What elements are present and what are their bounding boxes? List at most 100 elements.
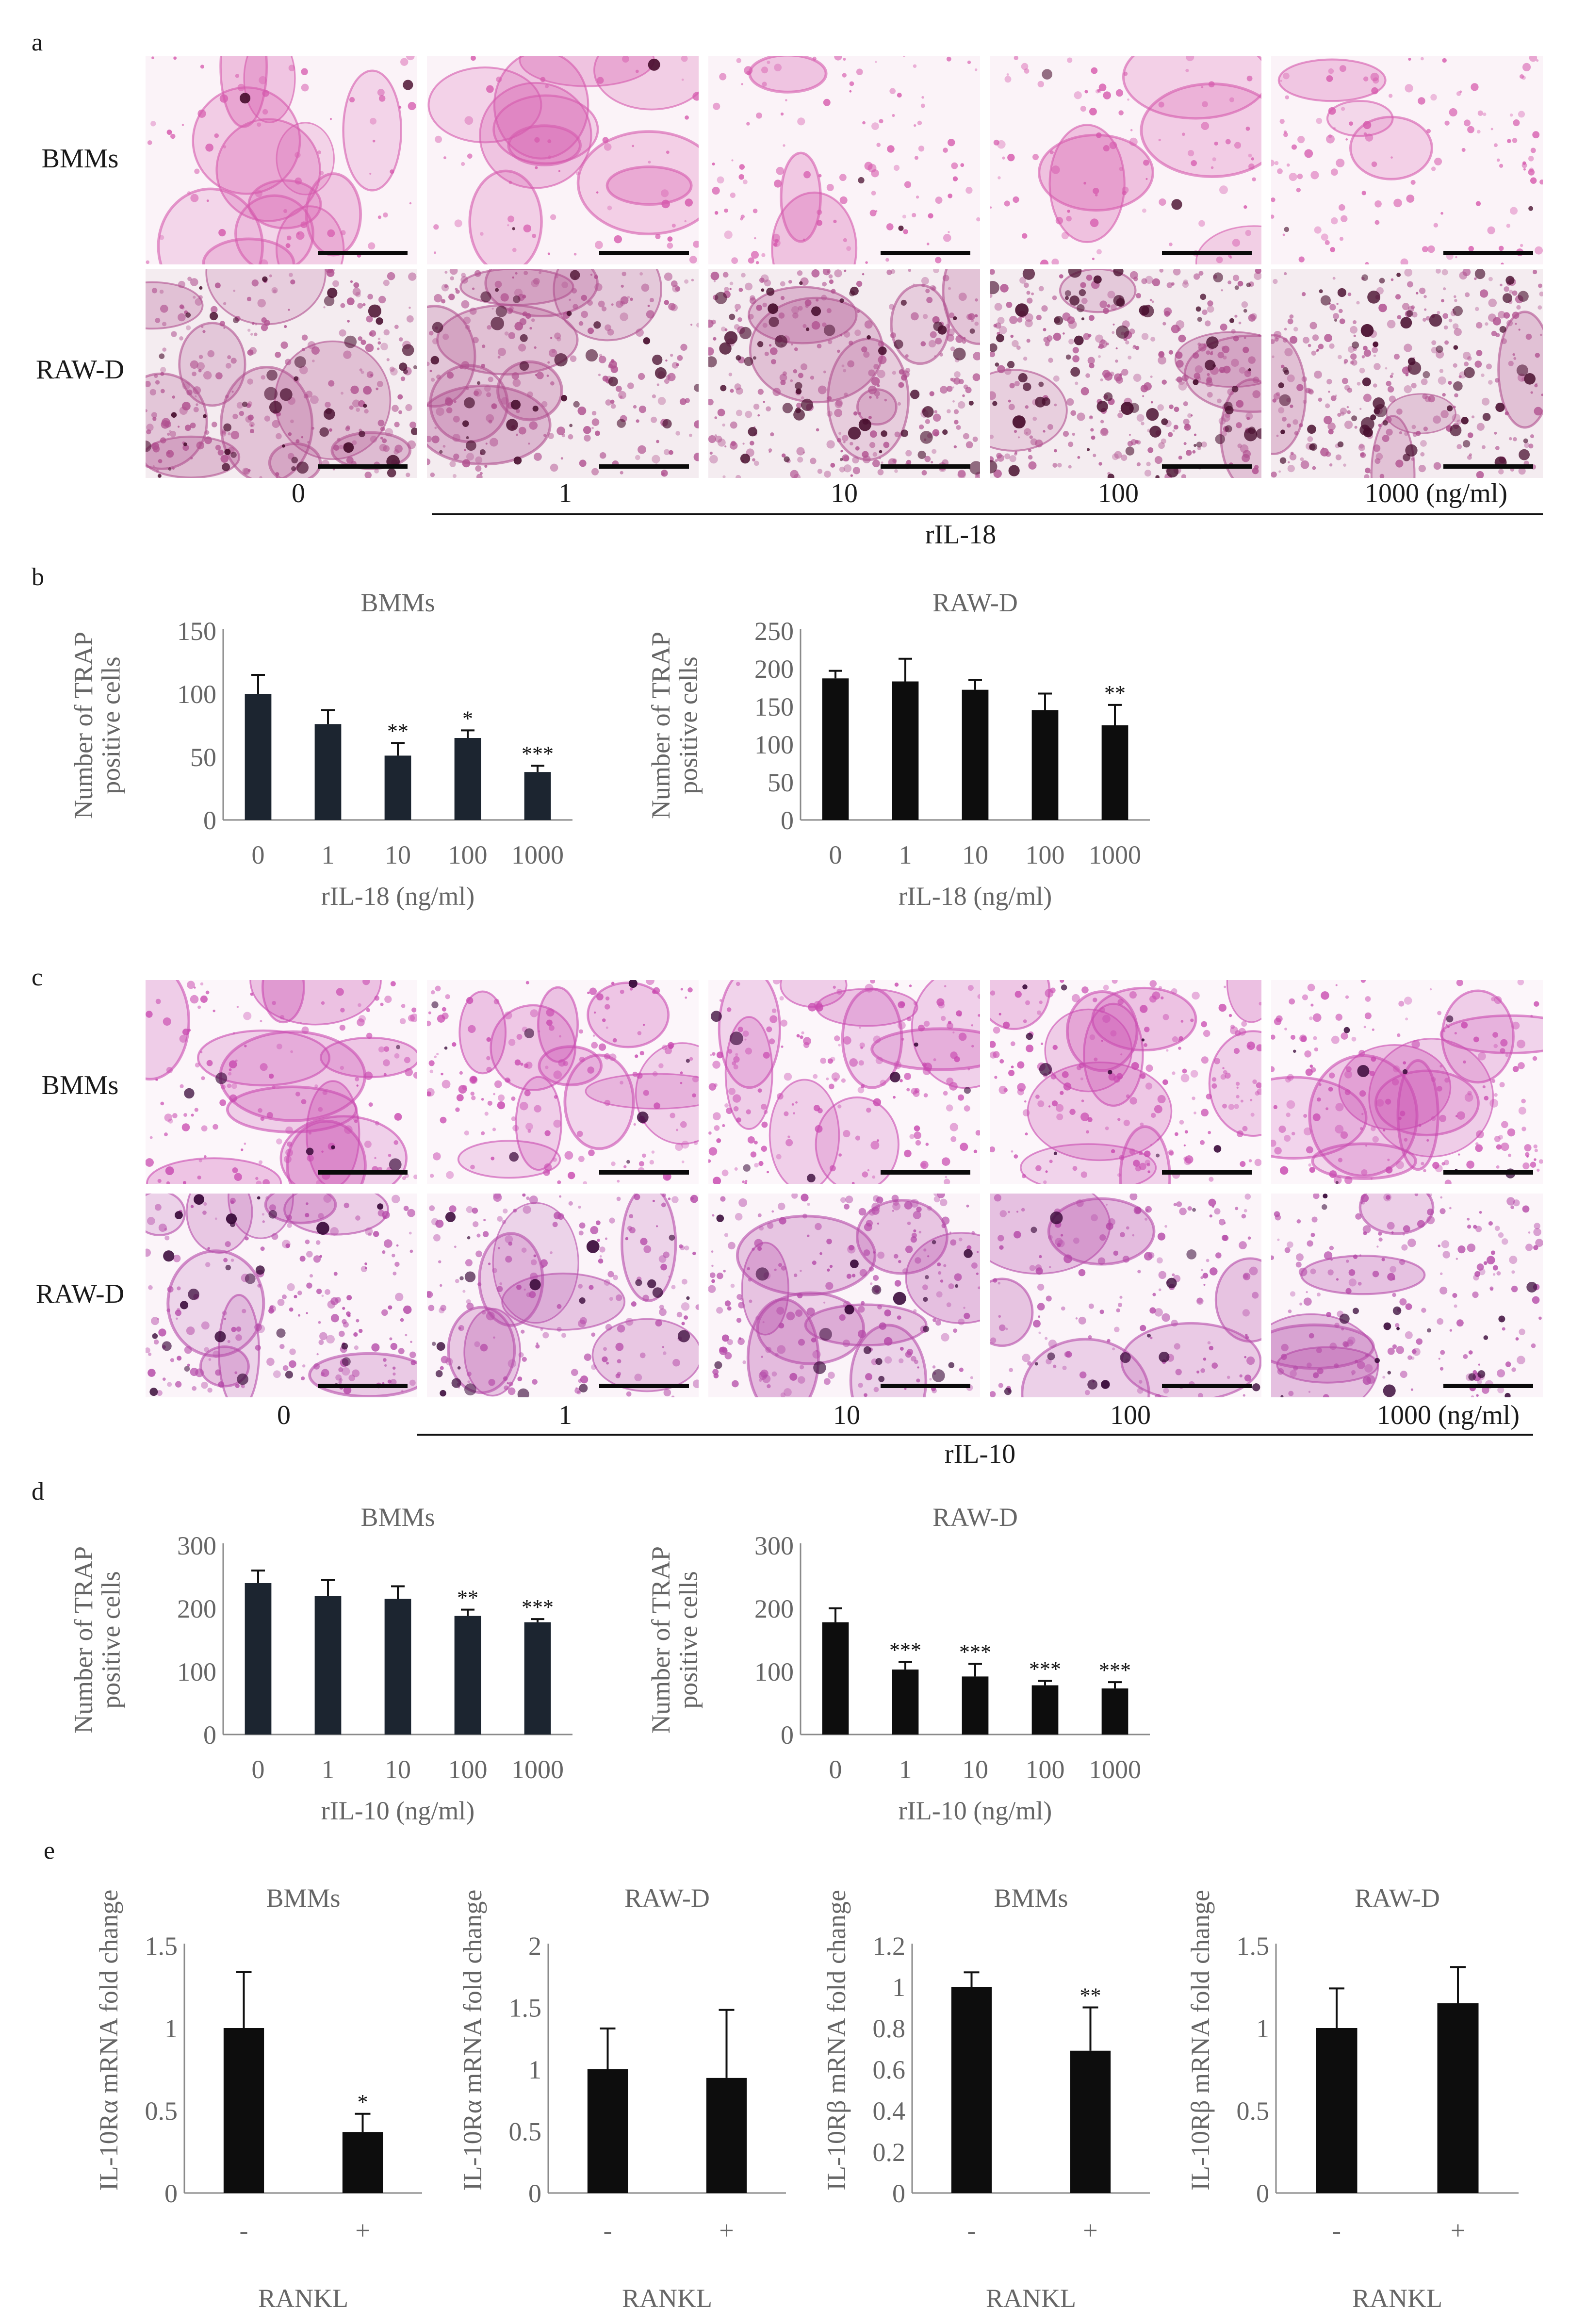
bar [1031, 710, 1059, 820]
condition-label: 0 [277, 1400, 291, 1430]
bar [1031, 1685, 1059, 1735]
bar-chart-d-bmms: BMMs Number of TRAP positive cells 0 100 200 3… [63, 1502, 645, 1841]
significance-marker: ** [457, 1586, 478, 1610]
micrograph-tile [427, 980, 699, 1184]
x-tick-label: 100 [1026, 1755, 1065, 1784]
bar [454, 738, 481, 820]
y-tick-label: 1.5 [509, 1993, 542, 2022]
bar [524, 1622, 551, 1735]
y-tick-label: 50 [768, 768, 794, 797]
y-tick-label: 250 [754, 617, 794, 646]
scale-bar [881, 1170, 970, 1175]
panel-label-b: b [32, 563, 44, 591]
y-tick-label: 2 [528, 1931, 541, 1961]
significance-marker: ** [1080, 1984, 1101, 2008]
x-tick-label: 100 [448, 1755, 488, 1784]
x-axis-label: RANKL [986, 2284, 1076, 2313]
y-tick-label: 0 [528, 2179, 541, 2208]
scale-bar [318, 1170, 408, 1175]
micrograph-tile [427, 56, 699, 264]
micrograph-tile [427, 1194, 699, 1397]
micrograph-tile [708, 269, 980, 478]
scale-bar [599, 251, 689, 255]
x-tick-label: 10 [385, 840, 411, 869]
scale-bar [599, 1170, 689, 1175]
treatment-bracket [417, 1434, 1533, 1436]
y-axis-label: positive cells [97, 656, 126, 794]
y-tick-label: 1 [164, 2014, 178, 2043]
bar [1437, 2003, 1479, 2193]
row-label-raw-d: RAW-D [35, 1279, 125, 1309]
bar-chart-b-raw-d: RAW-D Number of TRAP positive cells 0 50 100 1… [640, 587, 1223, 927]
y-tick-label: 0 [203, 806, 216, 835]
y-tick-label: 300 [177, 1531, 216, 1560]
y-tick-label: 100 [177, 680, 216, 709]
condition-label: 0 [292, 478, 305, 508]
chart-title: RAW-D [624, 1883, 710, 1913]
micrograph-tile [146, 56, 417, 264]
bar-chart-d-raw-d: RAW-D Number of TRAP positive cells 0 100 200… [640, 1502, 1223, 1841]
y-axis-label: Number of TRAP [646, 1546, 675, 1734]
y-tick-label: 200 [754, 655, 794, 684]
scale-bar [881, 251, 970, 255]
scale-bar [599, 464, 689, 469]
bar-chart-b-bmms: BMMs Number of TRAP positive cells 0 50 100 15… [63, 587, 645, 927]
y-tick-label: 0.5 [145, 2096, 178, 2126]
y-tick-label: 100 [754, 730, 794, 759]
bar [1070, 2050, 1111, 2193]
y-axis-label: IL-10Rα mRNA fold change [94, 1890, 123, 2191]
scale-bar [1443, 1384, 1533, 1388]
x-axis-label: RANKL [258, 2284, 348, 2313]
x-tick-label: 0 [252, 1755, 265, 1784]
y-tick-label: 0 [1256, 2179, 1269, 2208]
y-tick-label: 1.2 [873, 1931, 906, 1961]
scale-bar [1162, 251, 1252, 255]
significance-marker: * [358, 2090, 368, 2114]
micrograph-tile [708, 1194, 980, 1397]
y-tick-label: 100 [177, 1657, 216, 1686]
significance-marker: *** [959, 1640, 991, 1664]
x-tick-label: - [240, 2216, 248, 2245]
scale-bar [318, 464, 408, 469]
significance-marker: *** [889, 1638, 921, 1662]
y-tick-label: 150 [754, 692, 794, 721]
treatment-label: rIL-10 [944, 1439, 1016, 1469]
y-tick-label: 1.5 [145, 1931, 178, 1961]
scale-bar [881, 1384, 970, 1388]
scale-bar [1162, 1170, 1252, 1175]
y-axis-label: IL-10Rβ mRNA fold change [822, 1890, 851, 2191]
chart-title: BMMs [360, 588, 435, 617]
bar [454, 1616, 481, 1735]
row-label-bmms: BMMs [41, 144, 119, 174]
bar [892, 1669, 919, 1735]
y-axis-label: positive cells [674, 656, 703, 794]
y-axis-label: IL-10Rα mRNA fold change [458, 1890, 487, 2191]
bar-chart-e-il10ra-raw-d: RAW-D IL-10Rα mRNA fold change 0 0.5 1 1.5 2 - +… [456, 1868, 820, 2314]
chart-title: BMMs [266, 1883, 340, 1913]
condition-label: 1 [558, 478, 572, 508]
condition-label: 100 [1098, 478, 1139, 508]
x-tick-label: 0 [252, 840, 265, 869]
treatment-label: rIL-18 [925, 520, 997, 550]
y-tick-label: 0 [203, 1720, 216, 1750]
y-tick-label: 0.2 [873, 2138, 906, 2167]
y-tick-label: 0.6 [873, 2055, 906, 2084]
bar-chart-e-il10ra-bmms: BMMs IL-10Rα mRNA fold change 0 0.5 1 1.5 - * + R… [92, 1868, 456, 2314]
y-tick-label: 1 [892, 1973, 905, 2002]
x-tick-label: 100 [1026, 840, 1065, 869]
x-tick-label: 0 [829, 1755, 842, 1784]
x-tick-label: 10 [385, 1755, 411, 1784]
x-tick-label: 1 [899, 840, 912, 869]
y-tick-label: 1 [528, 2055, 541, 2084]
bar [223, 2028, 264, 2193]
micrograph-tile [146, 269, 417, 478]
x-tick-label: 1 [899, 1755, 912, 1784]
panel-label-c: c [32, 964, 43, 991]
bar [1101, 725, 1128, 820]
y-tick-label: 150 [177, 617, 216, 646]
condition-label: 1000 (ng/ml) [1365, 478, 1507, 508]
x-tick-label: + [1451, 2216, 1465, 2245]
x-tick-label: 1000 [511, 840, 564, 869]
y-tick-label: 0.8 [873, 2014, 906, 2043]
significance-marker: *** [1099, 1658, 1131, 1682]
